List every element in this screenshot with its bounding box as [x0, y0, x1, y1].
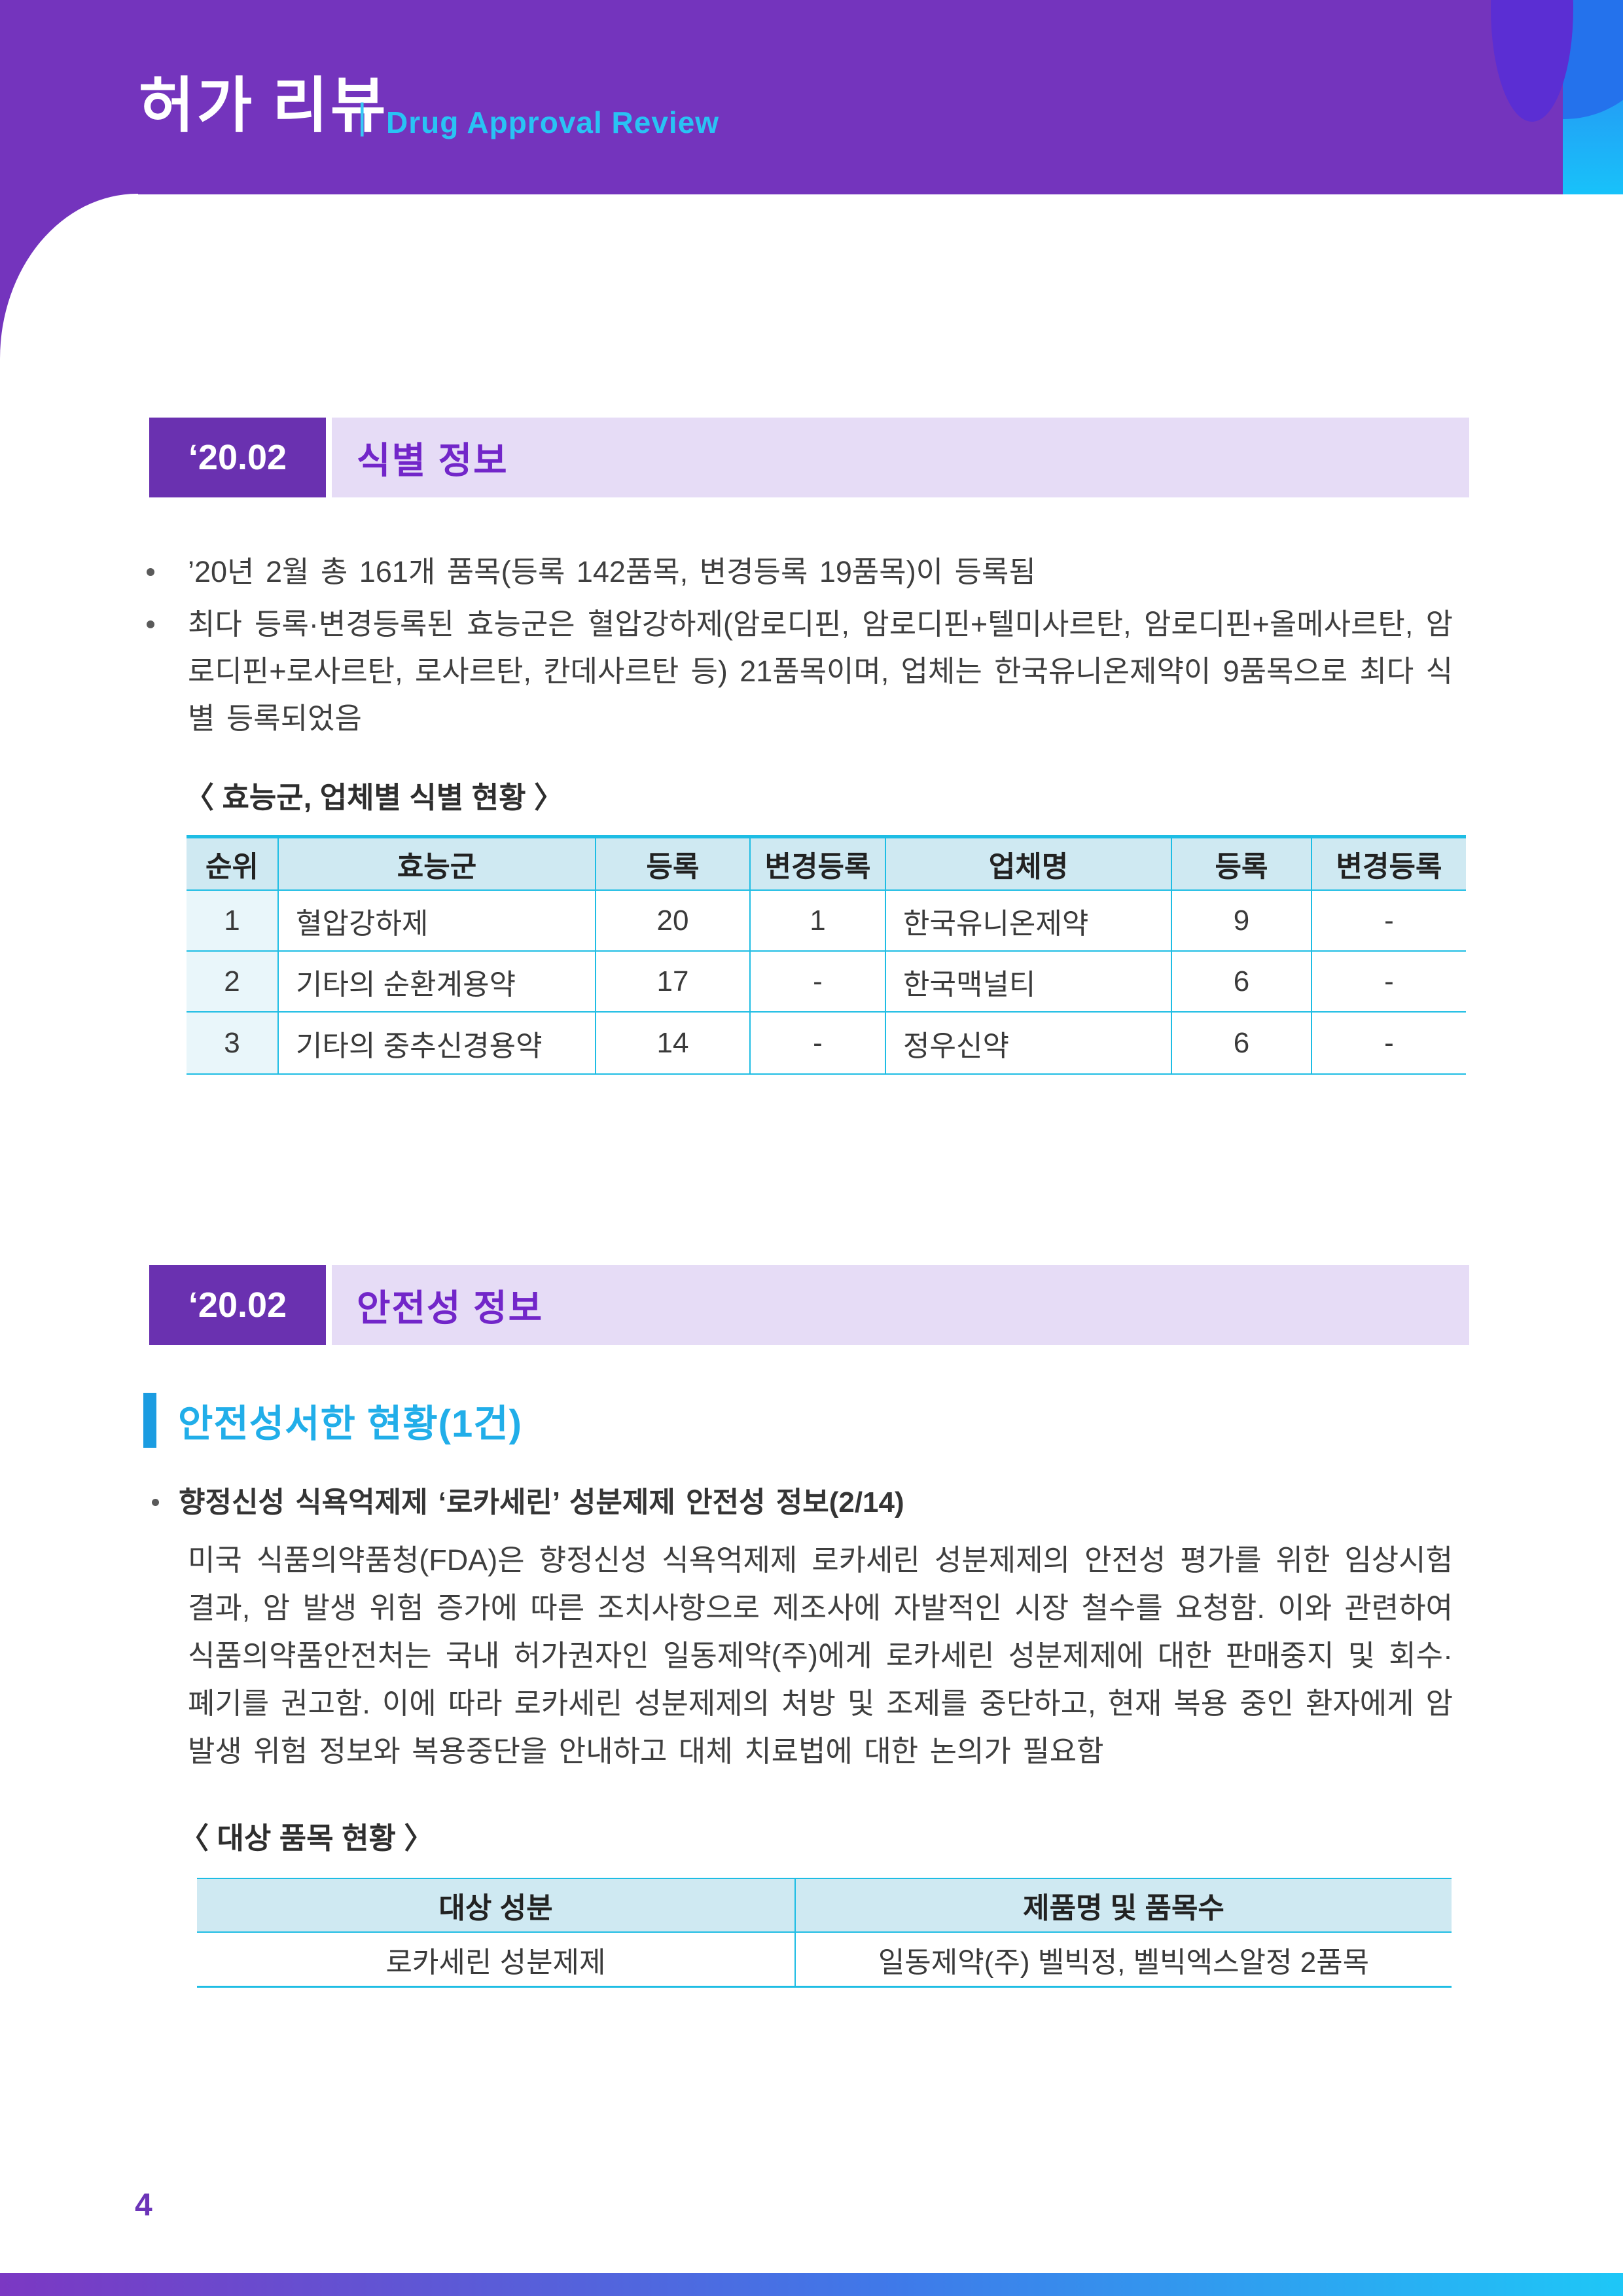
- table-cell: 14: [596, 1013, 751, 1073]
- column-header: 변경등록: [751, 838, 886, 891]
- section1-bullet-list: ’20년 2월 총 161개 품목(등록 142품목, 변경등록 19품목)이 …: [147, 548, 1453, 742]
- safety-letter-subheading: 안전성서한 현황(1건): [178, 1403, 522, 1445]
- list-item: 향정신성 식욕억제제 ‘로카세린’ 성분제제 안전성 정보(2/14): [152, 1483, 1454, 1522]
- table-cell: 1: [751, 891, 886, 952]
- table-cell: 9: [1172, 891, 1312, 952]
- masthead-title-korean: 허가 리뷰: [139, 73, 389, 139]
- bullet-dot-icon: [147, 568, 154, 576]
- masthead-divider: |: [357, 96, 367, 137]
- table-cell: 한국맥널티: [886, 952, 1172, 1013]
- table-cell: 한국유니온제약: [886, 891, 1172, 952]
- footer-gradient-strip: [0, 2273, 1623, 2296]
- identification-status-table: 순위 효능군 등록 변경등록 업체명 등록 변경등록 1 혈압강하제 20 1 …: [187, 835, 1466, 1075]
- table-cell: 일동제약(주) 벨빅정, 벨빅엑스알정 2품목: [796, 1933, 1452, 1986]
- column-header: 대상 성분: [197, 1879, 796, 1933]
- table-cell: -: [751, 1013, 886, 1073]
- masthead-band: [0, 0, 1623, 194]
- bullet-text: ’20년 2월 총 161개 품목(등록 142품목, 변경등록 19품목)이 …: [188, 555, 1036, 588]
- table-cell: 정우신약: [886, 1013, 1172, 1073]
- table-cell: 2: [187, 952, 279, 1013]
- safety-paragraph: 미국 식품의약품청(FDA)은 향정신성 식욕억제제 로카세린 성분제제의 안전…: [188, 1543, 1453, 1768]
- column-header: 효능군: [279, 838, 596, 891]
- table-cell: 기타의 중추신경용약: [279, 1013, 596, 1073]
- table-cell: 기타의 순환계용약: [279, 952, 596, 1013]
- table-cell: -: [1312, 891, 1466, 952]
- column-header: 제품명 및 품목수: [796, 1879, 1452, 1933]
- table-cell: -: [1312, 952, 1466, 1013]
- table-cell: 혈압강하제: [279, 891, 596, 952]
- section1-date-badge: ‘20.02: [149, 418, 326, 497]
- list-item: 최다 등록·변경등록된 효능군은 혈압강하제(암로디핀, 암로디핀+텔미사르탄,…: [147, 601, 1453, 742]
- bullet-dot-icon: [147, 620, 154, 628]
- table-cell: 로카세린 성분제제: [197, 1933, 796, 1986]
- table-cell: -: [751, 952, 886, 1013]
- table-cell: 20: [596, 891, 751, 952]
- section2-title: 안전성 정보: [357, 1287, 544, 1329]
- column-header: 등록: [596, 838, 751, 891]
- table-cell: -: [1312, 1013, 1466, 1073]
- subheading-accent-bar: [143, 1393, 156, 1448]
- section2-title-bar: 안전성 정보: [332, 1265, 1469, 1345]
- column-header: 등록: [1172, 838, 1312, 891]
- column-header: 순위: [187, 838, 279, 891]
- table-cell: 17: [596, 952, 751, 1013]
- table1-caption: 〈 효능군, 업체별 식별 현황 〉: [185, 781, 564, 814]
- table-cell: 6: [1172, 952, 1312, 1013]
- table-cell: 6: [1172, 1013, 1312, 1073]
- section1-title-bar: 식별 정보: [332, 418, 1469, 497]
- page-number: 4: [135, 2188, 152, 2223]
- bullet-text: 최다 등록·변경등록된 효능군은 혈압강하제(암로디핀, 암로디핀+텔미사르탄,…: [188, 607, 1453, 735]
- section1-header: ‘20.02 식별 정보: [0, 418, 1623, 497]
- section1-title: 식별 정보: [357, 439, 508, 481]
- list-item: ’20년 2월 총 161개 품목(등록 142품목, 변경등록 19품목)이 …: [147, 548, 1453, 596]
- safety-item-title: 향정신성 식욕억제제 ‘로카세린’ 성분제제 안전성 정보(2/14): [179, 1486, 904, 1518]
- table-cell: 1: [187, 891, 279, 952]
- section2-header: ‘20.02 안전성 정보: [0, 1265, 1623, 1345]
- masthead-title-english: Drug Approval Review: [386, 105, 720, 139]
- column-header: 업체명: [886, 838, 1172, 891]
- bullet-dot-icon: [152, 1499, 159, 1506]
- table2-caption: 〈 대상 품목 현황 〉: [179, 1821, 434, 1855]
- target-products-table: 대상 성분 제품명 및 품목수 로카세린 성분제제 일동제약(주) 벨빅정, 벨…: [197, 1878, 1452, 1988]
- section2-date-badge: ‘20.02: [149, 1265, 326, 1345]
- table-cell: 3: [187, 1013, 279, 1073]
- column-header: 변경등록: [1312, 838, 1466, 891]
